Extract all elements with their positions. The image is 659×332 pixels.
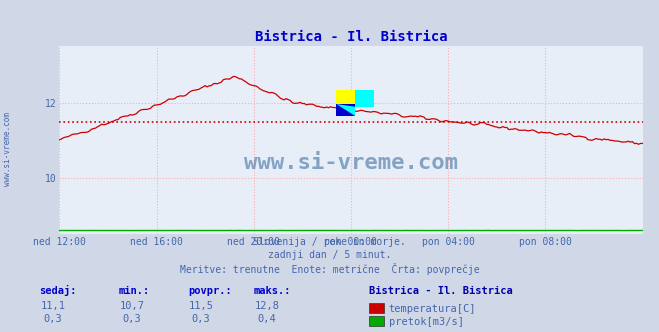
Text: temperatura[C]: temperatura[C] bbox=[389, 304, 476, 314]
Text: 0,3: 0,3 bbox=[123, 314, 141, 324]
Text: 12,8: 12,8 bbox=[254, 301, 279, 311]
Text: 10,7: 10,7 bbox=[119, 301, 144, 311]
Text: pretok[m3/s]: pretok[m3/s] bbox=[389, 317, 464, 327]
Text: www.si-vreme.com: www.si-vreme.com bbox=[244, 153, 458, 173]
Text: sedaj:: sedaj: bbox=[40, 285, 77, 296]
Text: Bistrica - Il. Bistrica: Bistrica - Il. Bistrica bbox=[369, 286, 513, 296]
Bar bbox=[336, 104, 355, 116]
Bar bbox=[355, 90, 374, 107]
Title: Bistrica - Il. Bistrica: Bistrica - Il. Bistrica bbox=[254, 30, 447, 44]
Bar bbox=[336, 90, 355, 116]
Text: Meritve: trenutne  Enote: metrične  Črta: povprečje: Meritve: trenutne Enote: metrične Črta: … bbox=[180, 263, 479, 275]
Text: 0,3: 0,3 bbox=[43, 314, 62, 324]
Text: maks.:: maks.: bbox=[254, 286, 291, 296]
Text: Slovenija / reke in morje.: Slovenija / reke in morje. bbox=[253, 237, 406, 247]
Text: 0,3: 0,3 bbox=[192, 314, 210, 324]
Text: 0,4: 0,4 bbox=[258, 314, 276, 324]
Text: zadnji dan / 5 minut.: zadnji dan / 5 minut. bbox=[268, 250, 391, 260]
Text: 11,1: 11,1 bbox=[40, 301, 65, 311]
Text: 11,5: 11,5 bbox=[188, 301, 214, 311]
Text: povpr.:: povpr.: bbox=[188, 286, 231, 296]
Text: min.:: min.: bbox=[119, 286, 150, 296]
Text: www.si-vreme.com: www.si-vreme.com bbox=[3, 113, 13, 186]
Polygon shape bbox=[336, 104, 355, 116]
